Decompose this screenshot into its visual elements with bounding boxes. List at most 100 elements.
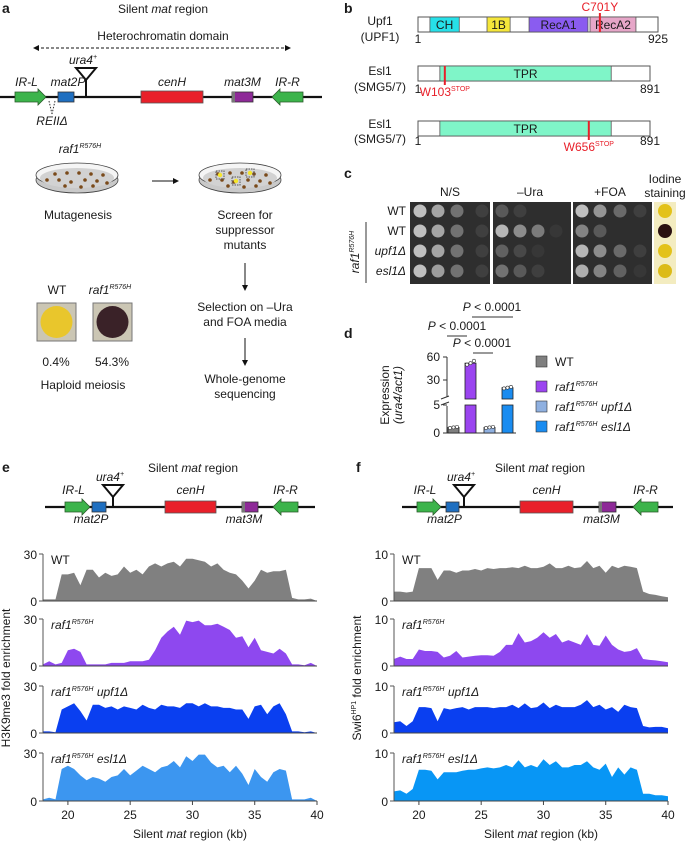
track-label: raf1R576H esl1Δ bbox=[51, 752, 127, 766]
colony bbox=[65, 171, 69, 175]
yeast-spot bbox=[513, 264, 527, 278]
track-label: WT bbox=[51, 553, 70, 567]
mutation-stop: STOP bbox=[451, 86, 470, 93]
cenh-box bbox=[519, 500, 574, 514]
screen-label-1: Screen for bbox=[217, 208, 272, 222]
x-label-it: mat bbox=[166, 827, 187, 841]
yeast-spot bbox=[613, 204, 627, 218]
iodine-spot bbox=[658, 224, 672, 238]
enrichment-area bbox=[394, 700, 668, 733]
suppressor-colony bbox=[233, 178, 239, 184]
mat2p-label: mat2P bbox=[427, 512, 462, 526]
data-point bbox=[451, 425, 456, 430]
enrichment-area bbox=[43, 558, 317, 601]
yeast-spot bbox=[593, 244, 607, 258]
yeast-spot bbox=[413, 224, 427, 238]
y-label-sup: HP1 bbox=[351, 701, 358, 715]
colony bbox=[89, 172, 93, 176]
yeast-spot bbox=[613, 244, 627, 258]
yeast-spot bbox=[495, 224, 509, 238]
colony bbox=[69, 180, 73, 184]
x-tick-label: 30 bbox=[186, 808, 200, 822]
track-name: WT bbox=[51, 553, 70, 567]
iodine-spot bbox=[658, 244, 672, 258]
legend-label: raf1R576H bbox=[555, 380, 598, 394]
ir-r-arrow bbox=[271, 88, 304, 106]
p-value-label: P < 0.0001 bbox=[453, 336, 512, 350]
yeast-spot bbox=[531, 224, 545, 238]
locus-diagram-a: IR-L cenH IR-R mat2P mat3M ura4+ bbox=[0, 53, 322, 106]
column-iodine-2: staining bbox=[644, 186, 685, 200]
legend-suffix: esl1Δ bbox=[597, 420, 630, 434]
track-0: 30 0 WT bbox=[24, 548, 317, 609]
legend-gene: raf1 bbox=[555, 420, 576, 434]
domain-1b bbox=[486, 16, 511, 33]
track-suffix: esl1Δ bbox=[444, 752, 477, 766]
p-value: < 0.0001 bbox=[471, 300, 522, 314]
legend-swatch bbox=[535, 355, 548, 368]
colony bbox=[240, 171, 244, 175]
domain-label: TPR bbox=[514, 67, 538, 81]
track-gene: raf1 bbox=[402, 685, 423, 699]
yeast-spot bbox=[413, 264, 427, 278]
panel-a-title: Silent mat region bbox=[118, 2, 208, 16]
mat2p-label: mat2P bbox=[51, 75, 86, 89]
yeast-spot bbox=[575, 264, 589, 278]
mutation-stop: STOP bbox=[595, 141, 614, 148]
legend-label: raf1R576H esl1Δ bbox=[555, 420, 631, 434]
ura4-insertion-icon bbox=[451, 484, 477, 499]
legend-gene: raf1 bbox=[555, 400, 576, 414]
y-tick-max: 10 bbox=[375, 747, 389, 761]
y-tick-zero: 0 bbox=[30, 660, 37, 674]
reii-dotted-line bbox=[48, 100, 53, 115]
iodine-spot bbox=[658, 264, 672, 278]
enrichment-area bbox=[394, 561, 668, 601]
track-0: 10 0 WT bbox=[375, 548, 668, 609]
data-point bbox=[465, 362, 469, 367]
mat3m-label: mat3M bbox=[226, 512, 263, 526]
protein-end: 925 bbox=[648, 32, 668, 46]
locus-diagram-e: IR-L cenH IR-R mat2P mat3M ura4+ bbox=[45, 470, 315, 526]
y-tick-zero: 0 bbox=[381, 660, 388, 674]
ura4-insertion-icon bbox=[100, 484, 126, 499]
data-point bbox=[487, 425, 492, 430]
iodine-colony-images bbox=[36, 302, 133, 342]
ir-r-label: IR-R bbox=[273, 483, 298, 497]
cenh-box bbox=[164, 500, 217, 514]
ura4-superscript: + bbox=[471, 471, 475, 478]
axis-break-mark bbox=[440, 401, 450, 406]
ura4-label: ura4+ bbox=[96, 470, 124, 484]
x-tick-label: 35 bbox=[599, 808, 613, 822]
colony bbox=[264, 173, 268, 177]
panel-label-f: f bbox=[356, 459, 361, 475]
heterochromatin-domain-label: Heterochromatin domain bbox=[97, 29, 228, 43]
y-label-post: fold enrichment bbox=[350, 615, 364, 701]
domain-label: RecA2 bbox=[595, 18, 631, 32]
data-point bbox=[502, 386, 506, 391]
mutation-name: W103 bbox=[420, 85, 452, 99]
colony bbox=[79, 185, 83, 189]
x-label-it: mat bbox=[517, 827, 538, 841]
mat2p-box bbox=[57, 91, 75, 103]
selection-box bbox=[215, 170, 225, 180]
enrichment-area bbox=[43, 703, 317, 733]
iodine-spot bbox=[658, 204, 672, 218]
mat2p-box bbox=[91, 501, 107, 513]
colony bbox=[57, 178, 61, 182]
yeast-spot bbox=[431, 224, 445, 238]
yeast-spot bbox=[513, 224, 527, 238]
ura4-name: ura4 bbox=[447, 470, 471, 484]
row-label: WT bbox=[387, 204, 406, 218]
legend-text: WT bbox=[555, 355, 574, 369]
domain-label: TPR bbox=[514, 122, 538, 136]
ura4-superscript: + bbox=[93, 54, 97, 61]
colony bbox=[91, 184, 95, 188]
domain-ch bbox=[429, 16, 460, 33]
protein-name: Esl1 bbox=[368, 117, 392, 131]
legend-allele: R576H bbox=[576, 381, 599, 388]
p-value: < 0.0001 bbox=[436, 319, 487, 333]
track-3: 30 0 raf1R576H esl1Δ bbox=[24, 747, 317, 809]
